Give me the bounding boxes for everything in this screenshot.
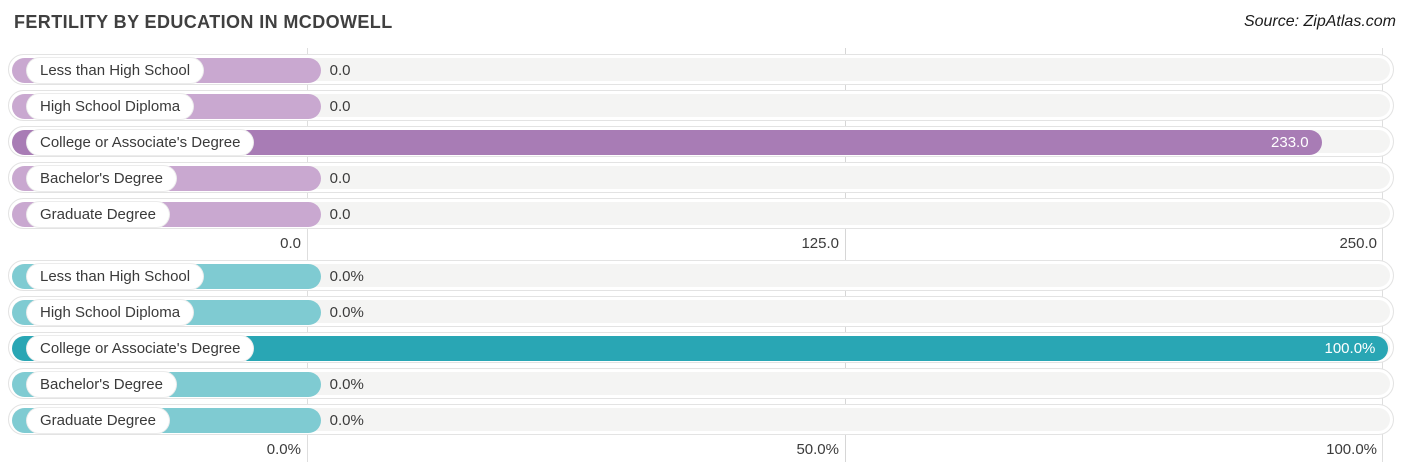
bar-label: Less than High School	[27, 264, 204, 289]
bar-track: High School Diploma 0.0	[8, 90, 1394, 121]
bar-value: 233.0	[1271, 134, 1309, 151]
bar-label: Less than High School	[27, 58, 204, 83]
page-title: FERTILITY BY EDUCATION IN MCDOWELL	[14, 12, 393, 32]
bar-label: Graduate Degree	[27, 408, 169, 433]
bar-value: 0.0%	[329, 412, 364, 429]
axis-tick: 250.0	[1339, 235, 1377, 252]
bar-label: Graduate Degree	[27, 202, 169, 227]
bar-track: Graduate Degree 0.0%	[8, 404, 1394, 435]
bar-track: Less than High School 0.0%	[8, 260, 1394, 291]
gridline	[307, 48, 308, 462]
bar-track: College or Associate's Degree 100.0%	[8, 332, 1394, 363]
bar-value: 0.0	[329, 98, 351, 115]
bar: Bachelor's Degree 0.0%	[12, 372, 364, 397]
bar-value: 0.0	[329, 170, 351, 187]
axis-tick: 0.0	[280, 235, 301, 252]
bar: College or Associate's Degree 233.0	[12, 130, 1322, 155]
bar-row: College or Associate's Degree 100.0%	[8, 332, 1394, 363]
x-axis-counts: 0.0 125.0 250.0	[8, 235, 1394, 255]
bar-row: College or Associate's Degree 233.0	[8, 126, 1394, 157]
bar-track: High School Diploma 0.0%	[8, 296, 1394, 327]
bar: Bachelor's Degree 0.0	[12, 166, 350, 191]
bar-track: Graduate Degree 0.0	[8, 198, 1394, 229]
bar: Graduate Degree 0.0	[12, 202, 350, 227]
bar: High School Diploma 0.0	[12, 94, 350, 119]
bar-value: 100.0%	[1324, 340, 1376, 357]
bar: Graduate Degree 0.0%	[12, 408, 364, 433]
gridline	[845, 48, 846, 462]
bar-label: College or Associate's Degree	[27, 336, 254, 361]
axis-tick: 0.0%	[266, 441, 301, 458]
bar-row: High School Diploma 0.0%	[8, 296, 1394, 327]
axis-tick: 125.0	[801, 235, 839, 252]
source-credit: Source: ZipAtlas.com	[1243, 13, 1396, 30]
axis-tick: 100.0%	[1326, 441, 1377, 458]
bar-row: High School Diploma 0.0	[8, 90, 1394, 121]
axis-tick: 50.0%	[796, 441, 839, 458]
bar-row: Graduate Degree 0.0	[8, 198, 1394, 229]
bar-row: Less than High School 0.0%	[8, 260, 1394, 291]
bar-track: Bachelor's Degree 0.0	[8, 162, 1394, 193]
bar-row: Bachelor's Degree 0.0	[8, 162, 1394, 193]
bar-label: Bachelor's Degree	[27, 166, 176, 191]
x-axis-percent: 0.0% 50.0% 100.0%	[8, 441, 1394, 461]
bar-label: College or Associate's Degree	[27, 130, 254, 155]
bar-value: 0.0%	[329, 304, 364, 321]
bar: College or Associate's Degree 100.0%	[12, 336, 1389, 361]
gridline	[1382, 48, 1383, 462]
bar-value: 0.0%	[329, 268, 364, 285]
bar-value: 0.0	[329, 206, 351, 223]
bar-label: Bachelor's Degree	[27, 372, 176, 397]
bar-value: 0.0	[329, 62, 351, 79]
bar-row: Bachelor's Degree 0.0%	[8, 368, 1394, 399]
bar: Less than High School 0.0	[12, 58, 350, 83]
bar: High School Diploma 0.0%	[12, 300, 364, 325]
bar-label: High School Diploma	[27, 300, 194, 325]
bar-row: Graduate Degree 0.0%	[8, 404, 1394, 435]
bar-row: Less than High School 0.0	[8, 54, 1394, 85]
bar: Less than High School 0.0%	[12, 264, 364, 289]
bar-track: College or Associate's Degree 233.0	[8, 126, 1394, 157]
bar-track: Bachelor's Degree 0.0%	[8, 368, 1394, 399]
bar-value: 0.0%	[329, 376, 364, 393]
bar-track: Less than High School 0.0	[8, 54, 1394, 85]
bar-label: High School Diploma	[27, 94, 194, 119]
